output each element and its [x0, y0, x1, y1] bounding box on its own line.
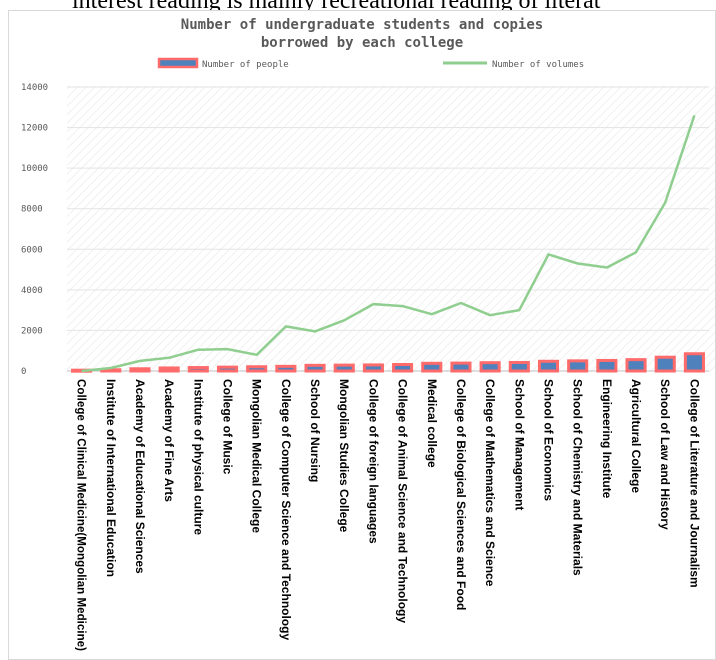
bar-number-of-people — [100, 368, 122, 373]
x-category-label: College of foreign languages — [366, 379, 380, 544]
y-tick-label: 12000 — [21, 124, 48, 134]
bar-number-of-people — [246, 365, 268, 373]
x-category-label: Mongolian Medical College — [250, 379, 264, 533]
x-category-label: School of Management — [512, 379, 526, 510]
x-category-label: Institute of International Education — [104, 379, 118, 577]
x-category-label: Academy of Fine Arts — [162, 379, 176, 502]
y-tick-label: 14000 — [21, 83, 48, 93]
legend-swatch-number-of-people — [157, 57, 199, 69]
chart-area: Number of undergraduate students and cop… — [8, 10, 716, 660]
x-category-label: College of Music — [221, 379, 235, 475]
bar-number-of-people — [596, 358, 618, 373]
bar-number-of-people — [508, 360, 530, 373]
x-category-label: College of Computer Science and Technolo… — [279, 379, 293, 640]
line-number-of-volumes — [81, 115, 696, 373]
legend-label-number-of-volumes: Number of volumes — [492, 60, 584, 70]
bar-number-of-people — [625, 358, 647, 373]
x-category-label: College of Clinical Medicine(Mongolian M… — [75, 379, 89, 651]
chart-title: Number of undergraduate students and cop… — [181, 17, 543, 51]
x-category-label: College of Biological Sciences and Food — [454, 379, 468, 610]
bar-number-of-people — [362, 363, 384, 373]
bar-number-of-people — [654, 355, 676, 373]
bar-number-of-people — [129, 367, 151, 373]
bar-number-of-people — [683, 352, 705, 373]
x-category-label: Agricultural College — [629, 379, 643, 493]
x-axis-category-labels: College of Clinical Medicine(Mongolian M… — [75, 379, 702, 651]
bar-number-of-people — [216, 365, 239, 373]
y-tick-label: 10000 — [21, 164, 48, 174]
bar-series-number-of-people — [71, 352, 705, 373]
x-category-label: Institute of physical culture — [191, 379, 205, 535]
y-tick-label: 4000 — [21, 286, 43, 296]
x-category-label: School of Economics — [542, 379, 556, 501]
line-series-number-of-volumes — [81, 115, 696, 373]
bar-number-of-people — [275, 364, 297, 373]
x-category-label: School of Law and History — [658, 379, 672, 530]
x-category-label: School of Nursing — [308, 379, 322, 482]
legend-label-number-of-people: Number of people — [202, 60, 289, 70]
bar-number-of-people — [392, 363, 414, 373]
x-category-label: College of Animal Science and Technology — [396, 379, 410, 623]
x-category-label: College of Literature and Journalism — [687, 379, 701, 588]
bar-number-of-people — [304, 363, 326, 373]
bar-number-of-people — [450, 361, 472, 373]
x-category-label: Academy of Educational Sciences — [133, 379, 147, 574]
x-category-label: Medical college — [425, 379, 439, 468]
bar-number-of-people — [479, 361, 501, 373]
bar-number-of-people — [537, 359, 560, 373]
combo-chart: Number of undergraduate students and cop… — [21, 17, 715, 651]
chart-title-line: borrowed by each college — [261, 35, 463, 51]
x-category-label: School of Chemistry and Materials — [571, 379, 585, 576]
chart-title-line: Number of undergraduate students and cop… — [181, 17, 543, 33]
bar-number-of-people — [158, 366, 180, 373]
bar-number-of-people — [187, 366, 209, 373]
bar-number-of-people — [567, 359, 589, 373]
y-tick-label: 8000 — [21, 205, 43, 215]
bar-number-of-people — [421, 361, 443, 373]
x-category-label: College of Mathematics and Science — [483, 379, 497, 587]
x-category-label: Mongolian Studies College — [337, 379, 351, 533]
y-tick-label: 0 — [21, 367, 26, 377]
legend: Number of people Number of volumes — [157, 57, 584, 70]
bar-number-of-people — [333, 363, 355, 373]
plot-area-background — [67, 86, 715, 372]
x-category-label: Engineering Institute — [600, 379, 614, 499]
y-tick-label: 2000 — [21, 326, 43, 336]
y-tick-label: 6000 — [21, 245, 43, 255]
